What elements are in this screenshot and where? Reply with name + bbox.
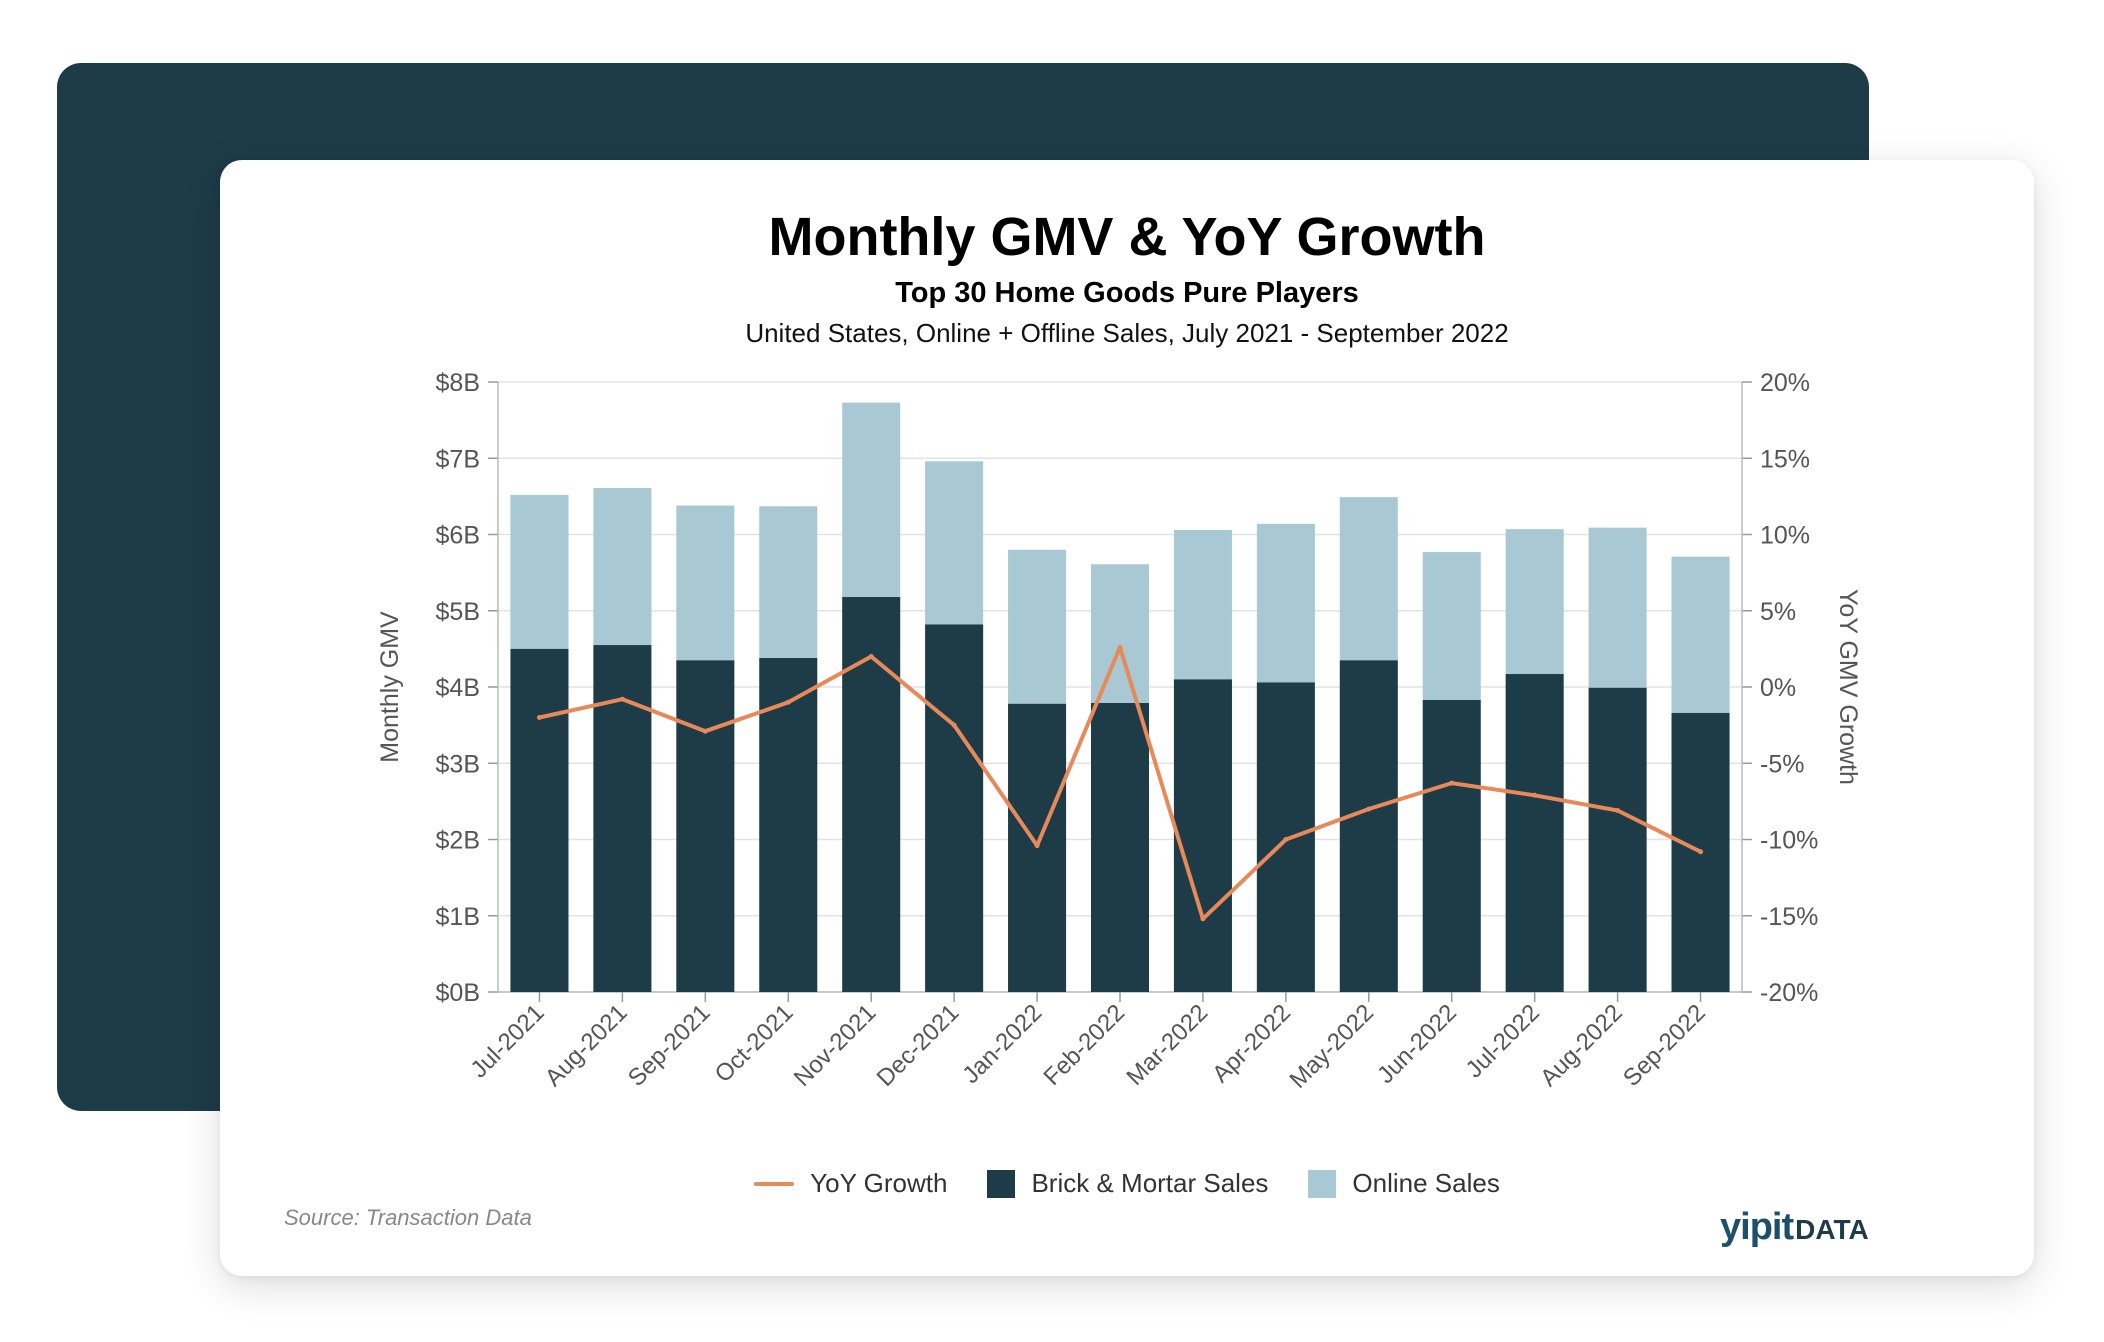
- legend: YoY Growth Brick & Mortar Sales Online S…: [220, 1168, 2034, 1199]
- x-tick-label: Mar-2022: [1121, 999, 1213, 1091]
- combo-chart: $0B $1B $2B $3B $4B $5B $6B $7B $8B -20% -15% -10% -…: [376, 369, 1862, 1094]
- chart-subtitle: Top 30 Home Goods Pure Players: [895, 277, 1359, 309]
- bar-online: [1339, 497, 1398, 661]
- legend-item-yoy[interactable]: YoY Growth: [754, 1168, 947, 1199]
- yoy-point: [1449, 780, 1455, 786]
- bar-brick-mortar: [1505, 674, 1564, 992]
- logo-wordmark: yipit: [1720, 1206, 1794, 1248]
- bar-brick-mortar: [759, 658, 818, 992]
- legend-label: Online Sales: [1352, 1168, 1500, 1198]
- y-tick-label: $5B: [436, 598, 480, 626]
- bar-brick-mortar: [1422, 699, 1481, 992]
- x-tick-label: Jun-2022: [1372, 999, 1462, 1089]
- legend-swatch-icon: [987, 1169, 1016, 1198]
- x-tick-label: Sep-2021: [623, 999, 716, 1092]
- yoy-point: [951, 722, 957, 728]
- bar-brick-mortar: [1588, 687, 1647, 992]
- bar-online: [925, 461, 984, 625]
- yoy-point: [536, 715, 542, 720]
- x-tick-label: Aug-2022: [1535, 999, 1628, 1092]
- bar-brick-mortar: [1339, 660, 1398, 992]
- x-tick-label: Sep-2022: [1618, 999, 1711, 1092]
- x-tick-label: Jul-2021: [466, 999, 550, 1083]
- yoy-point: [1117, 644, 1123, 650]
- y2-axis-title: YoY GMV Growth: [1834, 589, 1862, 785]
- yoy-point: [1200, 916, 1206, 922]
- bar-online: [1505, 529, 1564, 675]
- y-tick-label: $1B: [436, 903, 480, 931]
- bar-online: [842, 402, 901, 598]
- legend-item-online[interactable]: Online Sales: [1308, 1168, 1500, 1199]
- chart-description: United States, Online + Offline Sales, J…: [745, 318, 1509, 348]
- logo-suffix: DATA: [1795, 1214, 1869, 1245]
- source-note: Source: Transaction Data: [284, 1205, 532, 1230]
- bar-online: [1422, 552, 1481, 700]
- bar-online: [1008, 549, 1067, 704]
- bar-online: [510, 494, 569, 649]
- x-tick-label: May-2022: [1284, 999, 1379, 1094]
- chart-title: Monthly GMV & YoY Growth: [768, 207, 1486, 267]
- y-axis-title: Monthly GMV: [376, 611, 404, 763]
- y2-tick-label: 5%: [1760, 598, 1796, 626]
- x-tick-label: Oct-2021: [710, 999, 799, 1088]
- y2-tick-label: 15%: [1760, 445, 1810, 473]
- y-tick-label: $6B: [436, 522, 480, 550]
- y-tick-label: $0B: [436, 979, 480, 1007]
- bar-online: [676, 505, 735, 661]
- x-tick-label: Aug-2021: [540, 999, 633, 1092]
- bar-online: [1173, 529, 1232, 680]
- y-tick-label: $4B: [436, 674, 480, 702]
- bar-online: [593, 487, 652, 646]
- x-tick-label: Nov-2021: [789, 999, 882, 1092]
- x-tick-label: Feb-2022: [1038, 999, 1130, 1091]
- y-tick-label: $7B: [436, 445, 480, 473]
- y-tick-label: $3B: [436, 750, 480, 778]
- y2-tick-label: 10%: [1760, 522, 1810, 550]
- x-tick-label: Jul-2022: [1461, 999, 1545, 1083]
- bar-brick-mortar: [1173, 679, 1232, 992]
- bar-online: [1588, 527, 1647, 688]
- legend-item-brick[interactable]: Brick & Mortar Sales: [987, 1168, 1268, 1199]
- yoy-point: [1532, 792, 1538, 798]
- bar-brick-mortar: [676, 660, 735, 992]
- legend-label: YoY Growth: [810, 1168, 948, 1198]
- legend-swatch-icon: [1308, 1169, 1337, 1198]
- y2-tick-label: -15%: [1760, 903, 1818, 931]
- yoy-point: [868, 654, 874, 659]
- chart-card: Monthly GMV & YoY Growth Top 30 Home Goo…: [220, 160, 2034, 1276]
- bar-online: [759, 506, 818, 659]
- yoy-point: [702, 728, 708, 734]
- legend-label: Brick & Mortar Sales: [1031, 1168, 1269, 1198]
- yoy-point: [619, 696, 625, 702]
- y2-tick-label: -20%: [1760, 979, 1818, 1007]
- y-tick-label: $2B: [436, 827, 480, 855]
- yipit-data-logo: yipit DATA: [1720, 1206, 1869, 1249]
- yoy-point: [1034, 843, 1040, 849]
- bar-brick-mortar: [842, 597, 901, 992]
- bar-brick-mortar: [925, 624, 984, 992]
- y-tick-label: $8B: [436, 369, 480, 397]
- bar-online: [1671, 556, 1730, 713]
- bar-brick-mortar: [1090, 703, 1150, 992]
- yoy-point: [1366, 806, 1372, 812]
- y2-tick-label: 20%: [1760, 369, 1810, 397]
- yoy-point: [1615, 808, 1621, 814]
- yoy-point: [1698, 849, 1704, 855]
- y2-tick-label: -5%: [1760, 750, 1804, 778]
- y2-tick-label: -10%: [1760, 827, 1818, 855]
- yoy-point: [1283, 837, 1289, 842]
- y2-tick-label: 0%: [1760, 674, 1796, 702]
- bar-online: [1256, 523, 1315, 683]
- bar-online: [1090, 564, 1150, 704]
- x-tick-label: Jan-2022: [957, 999, 1047, 1089]
- yoy-point: [785, 699, 791, 705]
- x-tick-label: Apr-2022: [1207, 999, 1296, 1088]
- x-tick-label: Dec-2021: [872, 999, 965, 1092]
- legend-line-icon: [754, 1181, 795, 1186]
- bar-brick-mortar: [510, 648, 569, 992]
